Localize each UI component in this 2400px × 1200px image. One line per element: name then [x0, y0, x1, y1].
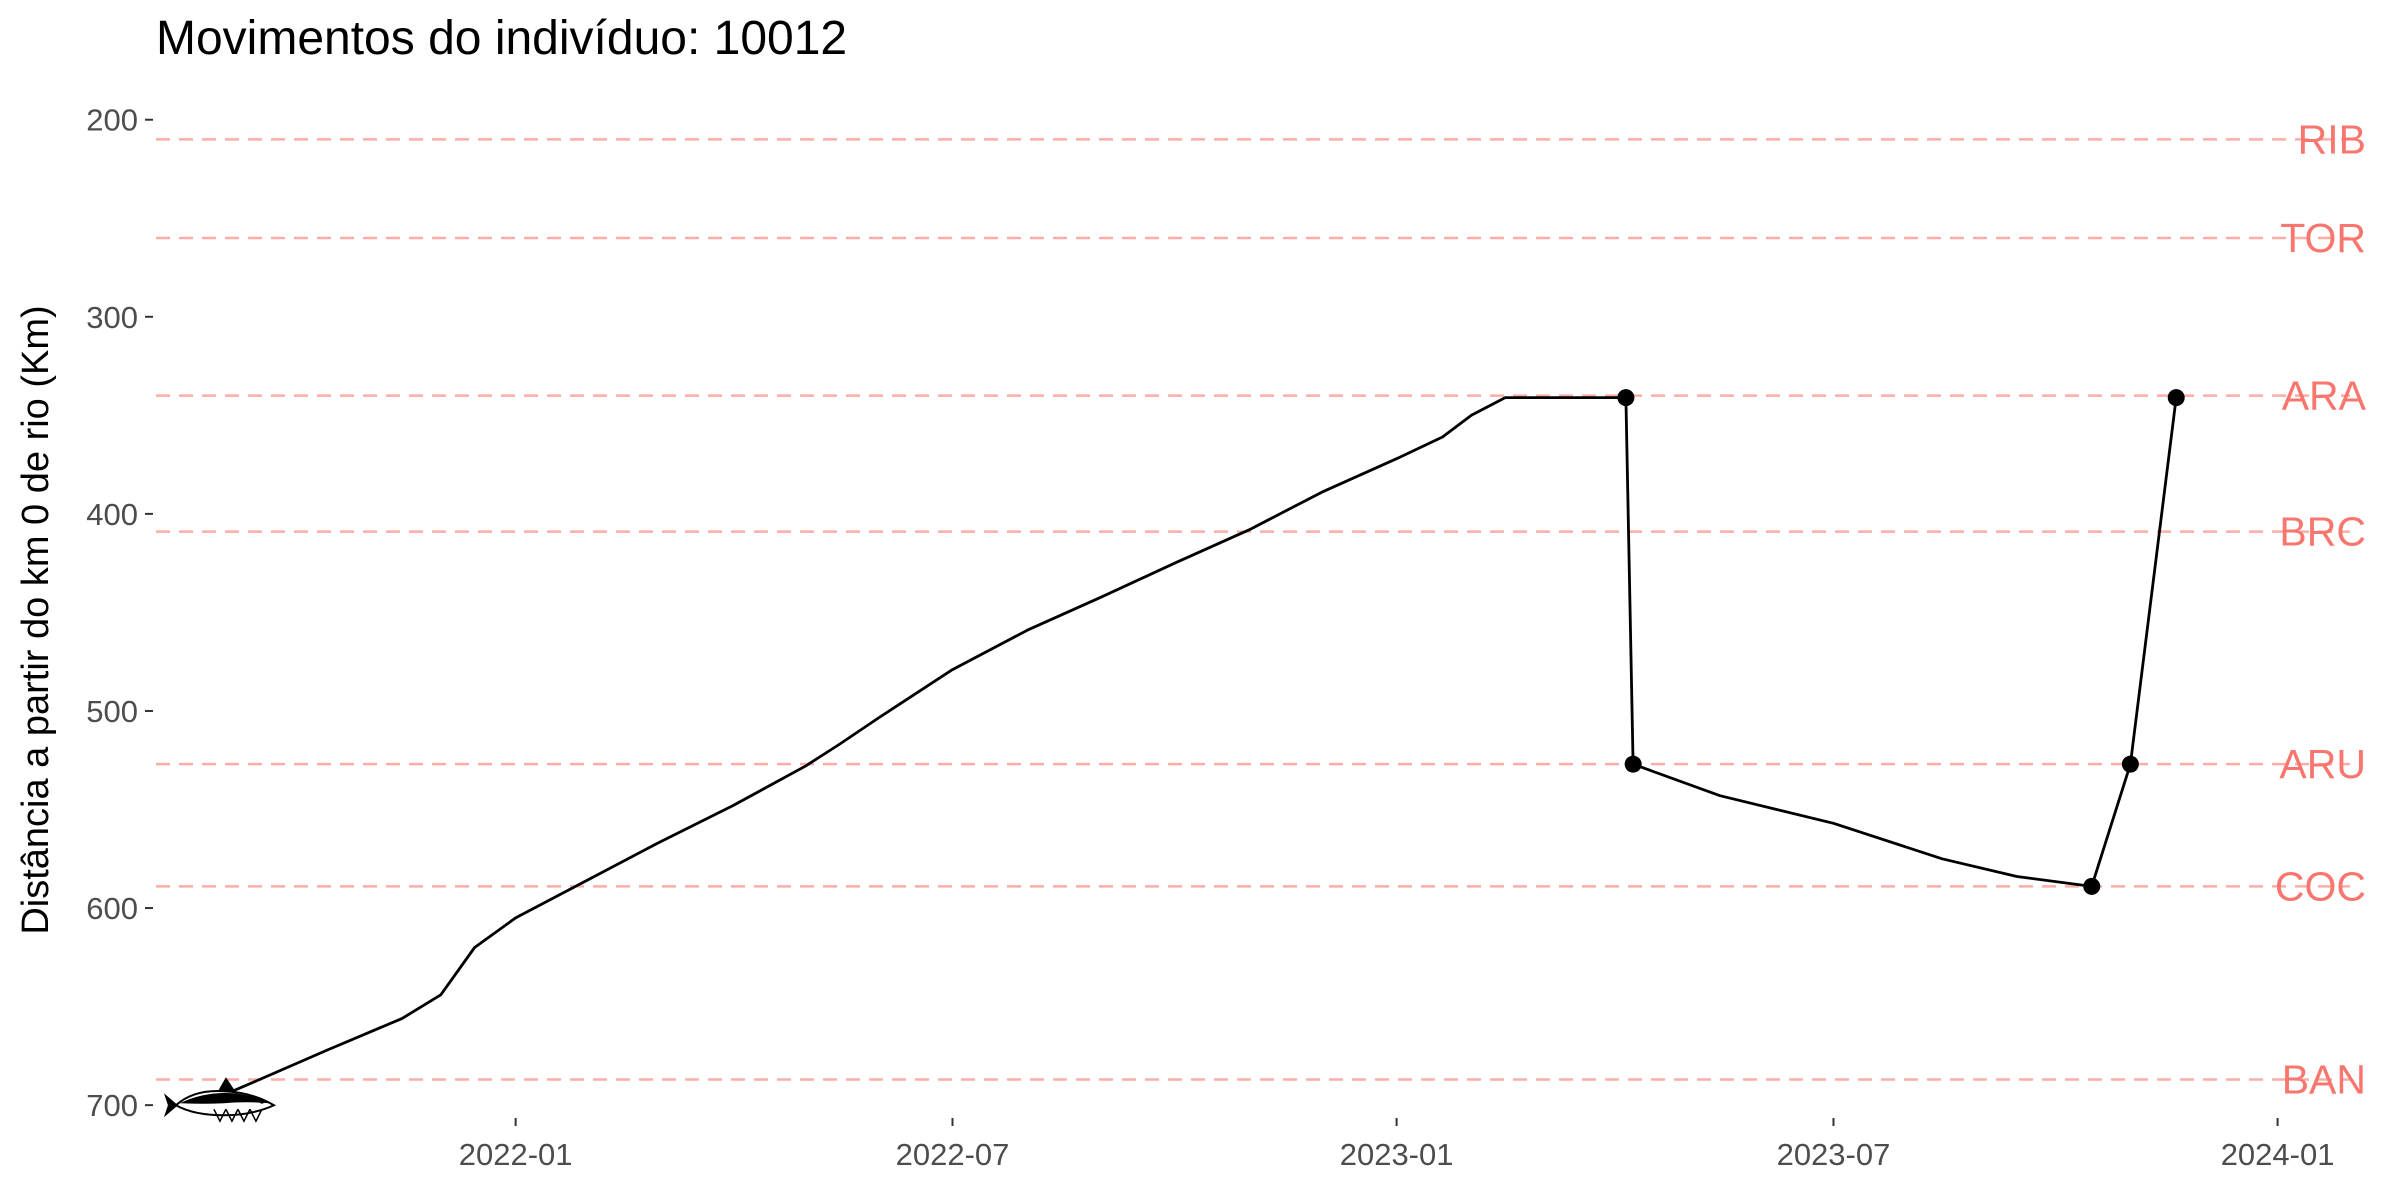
reference-label: COC [2275, 863, 2366, 909]
reference-label: RIB [2298, 116, 2366, 162]
y-tick-label: 600 [86, 891, 138, 926]
y-tick-label: 300 [86, 300, 138, 335]
series-line [213, 396, 2178, 1101]
y-tick-label: 700 [86, 1088, 138, 1123]
fish-icon [163, 1077, 277, 1123]
detection-point [2121, 755, 2139, 773]
reference-label: BRC [2279, 509, 2366, 555]
y-tick-label: 200 [86, 103, 138, 138]
y-axis-title: Distância a partir do km 0 de rio (Km) [15, 305, 57, 934]
reference-lines: RIB TOR ARA BRC ARU COC BAN [156, 116, 2367, 1103]
x-tick-label: 2022-01 [459, 1137, 573, 1172]
axes: 200 300 400 500 600 700 2022-01 2022-07 2023-01 2… [86, 103, 2334, 1172]
reference-label: ARA [2282, 373, 2367, 419]
x-tick-label: 2024-01 [2221, 1137, 2335, 1172]
detection-point [1624, 755, 1642, 773]
reference-label: ARU [2279, 741, 2366, 787]
chart-title: Movimentos do indivíduo: 10012 [156, 12, 847, 65]
reference-label: BAN [2282, 1057, 2366, 1103]
start-marker [163, 1077, 277, 1123]
x-tick-label: 2023-01 [1340, 1137, 1454, 1172]
reference-label: TOR [2280, 215, 2366, 261]
detection-point [2167, 389, 2185, 407]
detection-point [1617, 389, 1635, 407]
detection-point [2083, 877, 2101, 895]
x-tick-label: 2023-07 [1777, 1137, 1891, 1172]
y-tick-label: 500 [86, 694, 138, 729]
y-tick-label: 400 [86, 497, 138, 532]
x-tick-label: 2022-07 [896, 1137, 1010, 1172]
series-layer [213, 389, 2185, 1101]
